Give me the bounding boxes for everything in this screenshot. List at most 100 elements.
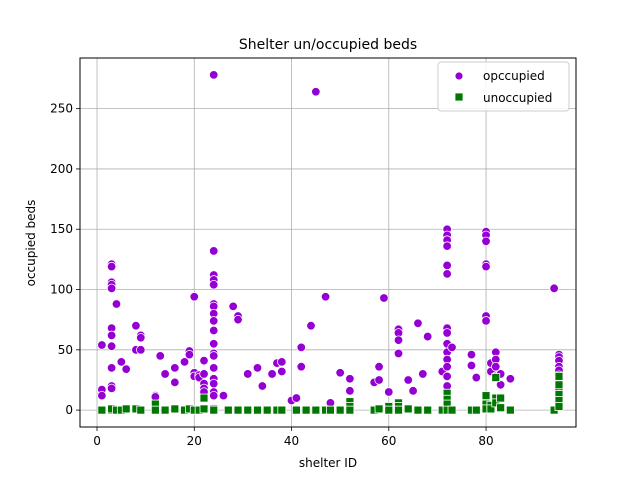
point-opccupied	[209, 280, 219, 290]
legend-label-opccupied: opccupied	[483, 69, 545, 83]
legend-marker-opccupied	[454, 71, 464, 81]
point-unoccupied	[413, 405, 423, 415]
point-unoccupied	[243, 405, 253, 415]
point-opccupied	[495, 380, 506, 390]
y-tick-label: 150	[50, 222, 73, 236]
legend-marker-unoccupied	[454, 92, 464, 102]
point-opccupied	[209, 246, 219, 256]
point-unoccupied	[199, 393, 209, 403]
point-unoccupied	[209, 405, 219, 415]
point-opccupied	[106, 383, 117, 394]
point-unoccupied	[121, 404, 131, 414]
point-unoccupied	[150, 405, 160, 415]
point-opccupied	[209, 363, 219, 373]
point-unoccupied	[496, 403, 506, 413]
point-opccupied	[408, 386, 418, 396]
point-opccupied	[403, 375, 413, 385]
point-opccupied	[481, 236, 491, 246]
point-opccupied	[160, 369, 170, 379]
point-opccupied	[393, 348, 404, 359]
point-unoccupied	[223, 405, 233, 415]
point-unoccupied	[403, 404, 413, 414]
point-opccupied	[267, 369, 277, 379]
x-tick-label: 80	[478, 434, 493, 448]
point-opccupied	[199, 369, 209, 379]
point-unoccupied	[335, 405, 345, 415]
point-opccupied	[296, 362, 306, 372]
axis-ticks: 0 20 40 60 80 0 50 100 150 200 250	[50, 102, 494, 448]
point-opccupied	[481, 316, 491, 326]
point-opccupied	[209, 316, 219, 326]
point-unoccupied	[491, 398, 501, 408]
point-opccupied	[374, 375, 384, 385]
point-opccupied	[136, 333, 146, 343]
point-unoccupied	[554, 371, 564, 381]
point-unoccupied	[394, 405, 403, 415]
point-unoccupied	[262, 405, 272, 415]
point-opccupied	[466, 360, 477, 371]
point-unoccupied	[233, 405, 243, 415]
point-opccupied	[379, 293, 389, 303]
x-tick-label: 0	[93, 434, 101, 448]
point-opccupied	[257, 381, 268, 391]
point-opccupied	[131, 321, 141, 331]
point-unoccupied	[160, 405, 170, 415]
point-opccupied	[384, 387, 394, 397]
point-opccupied	[291, 393, 302, 403]
point-opccupied	[106, 363, 117, 373]
point-unoccupied	[447, 405, 457, 415]
point-opccupied	[466, 349, 477, 360]
point-unoccupied	[199, 404, 209, 414]
point-opccupied	[442, 269, 452, 279]
point-opccupied	[422, 331, 433, 342]
point-opccupied	[106, 283, 117, 294]
point-unoccupied	[496, 393, 506, 403]
y-tick-label: 0	[65, 403, 73, 417]
point-opccupied	[218, 390, 229, 401]
point-unoccupied	[301, 405, 311, 415]
point-unoccupied	[486, 404, 496, 414]
point-unoccupied	[374, 404, 384, 414]
legend-box	[437, 61, 570, 112]
point-opccupied	[155, 351, 165, 361]
point-unoccupied	[345, 405, 355, 415]
x-tick-label: 40	[284, 434, 299, 448]
point-opccupied	[97, 390, 107, 401]
point-opccupied	[320, 292, 331, 302]
point-opccupied	[209, 378, 219, 389]
x-tick-label: 60	[381, 434, 396, 448]
point-opccupied	[374, 362, 384, 372]
point-opccupied	[442, 328, 452, 338]
point-opccupied	[252, 363, 263, 373]
point-unoccupied	[326, 405, 335, 415]
point-opccupied	[170, 363, 180, 373]
point-unoccupied	[291, 405, 301, 415]
point-opccupied	[209, 339, 219, 349]
point-opccupied	[189, 292, 199, 302]
y-tick-label: 50	[58, 343, 73, 357]
point-opccupied	[442, 241, 452, 251]
point-opccupied	[471, 372, 482, 383]
point-opccupied	[442, 260, 452, 271]
point-opccupied	[393, 335, 404, 345]
point-opccupied	[136, 345, 146, 355]
point-opccupied	[228, 301, 238, 312]
point-opccupied	[413, 318, 423, 328]
point-opccupied	[209, 70, 219, 80]
point-unoccupied	[253, 405, 262, 415]
point-unoccupied	[170, 404, 180, 414]
plot-area-frame	[79, 57, 577, 428]
point-opccupied	[179, 357, 190, 367]
point-opccupied	[447, 342, 457, 353]
point-opccupied	[106, 341, 117, 351]
chart-title: Shelter un/occupied beds	[239, 37, 417, 53]
y-tick-label: 100	[50, 283, 73, 297]
point-opccupied	[442, 362, 452, 372]
point-opccupied	[277, 357, 287, 367]
point-opccupied	[199, 355, 209, 366]
data-points	[97, 70, 564, 415]
point-opccupied	[335, 368, 345, 378]
point-opccupied	[209, 390, 219, 401]
point-opccupied	[505, 374, 516, 384]
